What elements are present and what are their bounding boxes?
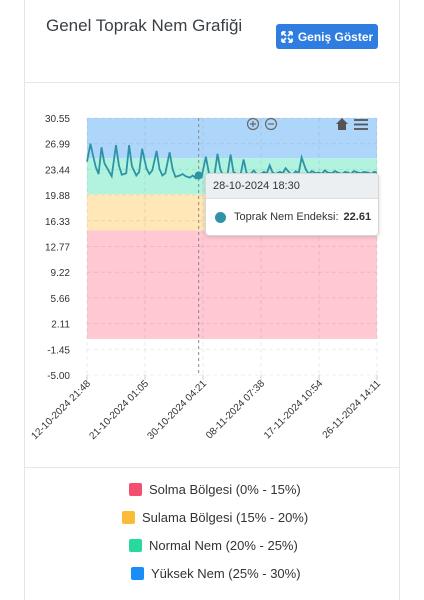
expand-icon <box>280 30 293 43</box>
tooltip-series-label: Toprak Nem Endeksi: <box>234 211 339 223</box>
y-tick-label: 30.55 <box>45 114 70 125</box>
expand-button-label: Geniş Göster <box>297 29 374 44</box>
zone-band-3 <box>87 118 377 159</box>
y-tick-label: 12.77 <box>45 243 70 254</box>
y-tick-label: -1.45 <box>47 345 70 356</box>
legend-divider <box>25 467 399 468</box>
y-tick-label: 2.11 <box>51 320 70 331</box>
tooltip-date: 28-10-2024 18:30 <box>206 174 378 199</box>
home-icon[interactable] <box>336 118 348 130</box>
legend-item-normal[interactable]: Normal Nem (20% - 25%) <box>129 538 298 553</box>
zone-band-0 <box>87 230 377 339</box>
y-tick-label: 5.66 <box>51 294 71 305</box>
header-divider <box>25 82 399 83</box>
x-tick-label: 21-10-2024 01:05 <box>88 378 152 442</box>
legend-item-solma[interactable]: Solma Bölgesi (0% - 15%) <box>129 482 301 497</box>
legend-item-yuksek[interactable]: Yüksek Nem (25% - 30%) <box>131 566 301 581</box>
series-line-toprak-nem <box>86 143 378 180</box>
x-tick-label: 26-11-2024 14:11 <box>321 378 384 441</box>
y-tick-label: 26.99 <box>45 140 70 151</box>
y-tick-label: -5.00 <box>47 371 70 382</box>
legend-label: Sulama Bölgesi (15% - 20%) <box>142 510 309 525</box>
legend-item-sulama[interactable]: Sulama Bölgesi (15% - 20%) <box>122 510 308 525</box>
chart-tooltip: 28-10-2024 18:30 Toprak Nem Endeksi: 22.… <box>205 173 379 236</box>
legend-label: Normal Nem (20% - 25%) <box>149 538 298 553</box>
legend-swatch <box>131 567 144 580</box>
legend-swatch <box>122 511 135 524</box>
legend-swatch <box>129 483 142 496</box>
y-axis-ticks: 30.55 26.99 23.44 19.88 16.33 12.77 9.22 5.66 2.… <box>45 114 70 382</box>
y-tick-label: 23.44 <box>45 165 70 176</box>
chart-card <box>24 0 400 600</box>
tooltip-series-marker <box>215 211 226 223</box>
legend-label: Solma Bölgesi (0% - 15%) <box>149 482 301 497</box>
soil-moisture-chart: 30.55 26.99 23.44 19.88 16.33 12.77 9.22 5.66 2.… <box>30 114 384 442</box>
x-tick-label: 08-11-2024 07:38 <box>204 378 267 441</box>
x-tick-label: 12-10-2024 21:48 <box>30 378 94 442</box>
x-tick-label: 30-10-2024 04:21 <box>146 378 210 442</box>
x-tick-label: 17-11-2024 10:54 <box>262 378 325 441</box>
legend-swatch <box>129 539 142 552</box>
page-title: Genel Toprak Nem Grafiği <box>46 16 243 35</box>
y-tick-label: 9.22 <box>51 268 71 279</box>
legend-label: Yüksek Nem (25% - 30%) <box>151 566 301 581</box>
zoom-out-icon[interactable] <box>264 117 278 131</box>
highlight-point <box>194 171 203 180</box>
menu-icon[interactable] <box>354 119 368 130</box>
expand-button[interactable]: Geniş Göster <box>276 24 378 49</box>
y-tick-label: 19.88 <box>45 191 70 202</box>
tooltip-value: 22.61 <box>343 211 372 223</box>
zoom-in-icon[interactable] <box>246 117 260 131</box>
y-tick-label: 16.33 <box>45 217 70 228</box>
